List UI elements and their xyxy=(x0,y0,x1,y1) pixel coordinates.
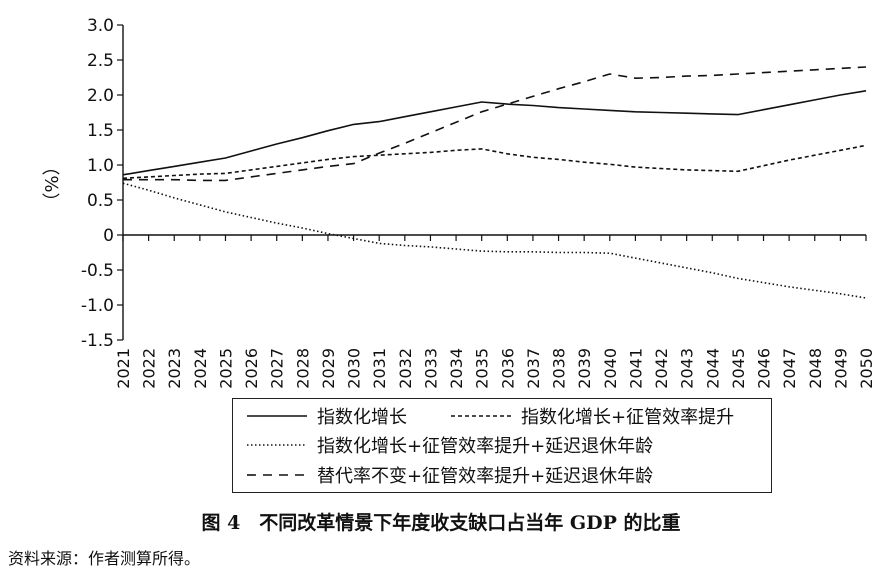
x-tick-label: 2046 xyxy=(755,348,774,389)
x-tick-label: 2028 xyxy=(293,348,312,389)
x-tick-label: 2037 xyxy=(524,348,543,389)
x-tick-label: 2031 xyxy=(370,348,389,389)
y-axis-label: （%） xyxy=(42,157,63,210)
y-tick-label: 1.5 xyxy=(87,121,114,141)
legend-label: 替代率不变+征管效率提升+延迟退休年龄 xyxy=(317,466,654,487)
x-tick-label: 2029 xyxy=(319,348,338,389)
legend-item: 指数化增长 xyxy=(247,403,407,429)
x-tick-label: 2034 xyxy=(447,348,466,389)
legend-item: 指数化增长+征管效率提升 xyxy=(451,403,734,429)
x-tick-label: 2043 xyxy=(678,348,697,389)
legend-label: 指数化增长+征管效率提升 xyxy=(521,407,735,428)
y-tick-label: 3.0 xyxy=(87,16,114,36)
x-tick-label: 2035 xyxy=(473,348,492,389)
y-tick-label: 0.5 xyxy=(87,191,114,211)
series-line xyxy=(123,66,867,182)
x-tick-label: 2050 xyxy=(857,348,876,389)
y-tick-label: -0.5 xyxy=(81,261,114,281)
x-tick-label: 2027 xyxy=(268,348,287,389)
series-line xyxy=(122,90,867,176)
x-tick-label: 2040 xyxy=(601,348,620,389)
legend: 指数化增长 指数化增长+征管效率提升 指数化增长+征管效率提升+延迟退休年龄 替… xyxy=(232,398,772,493)
series-line xyxy=(122,144,867,180)
x-tick-label: 2030 xyxy=(345,348,364,389)
x-tick-label: 2033 xyxy=(421,348,440,389)
x-tick-label: 2023 xyxy=(165,348,184,389)
x-tick-label: 2042 xyxy=(652,348,671,389)
y-tick-label: -1.0 xyxy=(81,296,114,316)
y-tick-label: 0 xyxy=(103,226,114,246)
x-tick-label: 2032 xyxy=(396,348,415,389)
y-tick-label: 2.0 xyxy=(87,86,114,106)
x-tick-label: 2036 xyxy=(498,348,517,389)
figure-caption: 图 4 不同改革情景下年度收支缺口占当年 GDP 的比重 xyxy=(201,512,681,534)
x-tick-label: 2024 xyxy=(191,348,210,389)
legend-label: 指数化增长 xyxy=(317,407,407,428)
y-tick-label: 1.0 xyxy=(87,156,114,176)
source-note: 资料来源：作者测算所得。 xyxy=(8,549,201,568)
legend-item: 替代率不变+征管效率提升+延迟退休年龄 xyxy=(247,462,653,488)
legend-item: 指数化增长+征管效率提升+延迟退休年龄 xyxy=(247,432,653,458)
x-tick-label: 2041 xyxy=(626,348,645,389)
x-tick-label: 2049 xyxy=(831,348,850,389)
x-tick-label: 2022 xyxy=(140,348,159,389)
x-tick-label: 2021 xyxy=(114,348,133,389)
x-tick-label: 2038 xyxy=(550,348,569,389)
legend-label: 指数化增长+征管效率提升+延迟退休年龄 xyxy=(317,436,654,457)
x-tick-label: 2026 xyxy=(242,348,261,389)
x-tick-label: 2045 xyxy=(729,348,748,389)
y-tick-label: 2.5 xyxy=(87,51,114,71)
x-tick-label: 2047 xyxy=(780,348,799,389)
x-tick-label: 2025 xyxy=(216,348,235,389)
series-line xyxy=(122,182,867,299)
y-tick-label: -1.5 xyxy=(81,331,114,351)
x-tick-label: 2039 xyxy=(575,348,594,389)
x-tick-label: 2048 xyxy=(806,348,825,389)
x-tick-label: 2044 xyxy=(703,348,722,389)
